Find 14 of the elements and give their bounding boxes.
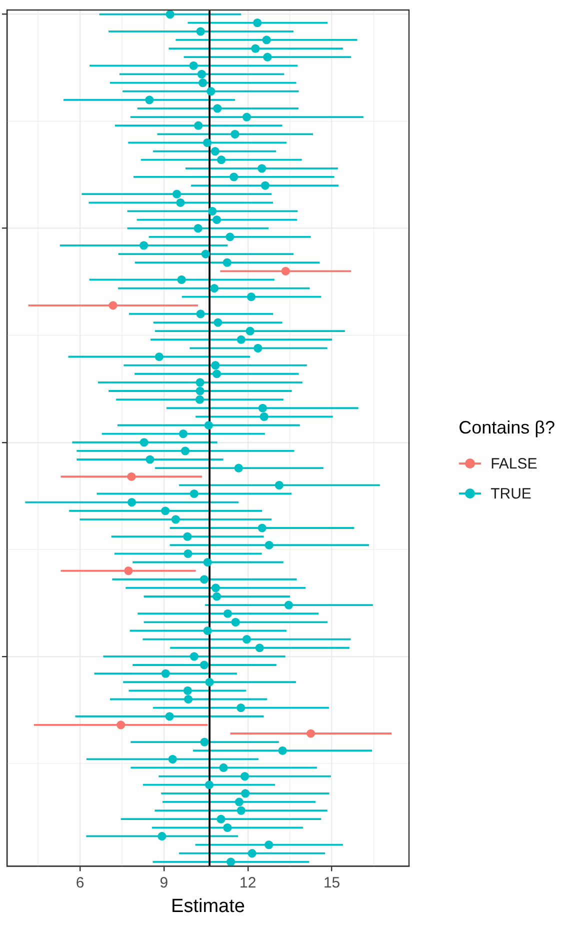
point bbox=[281, 266, 290, 276]
x-tick-label: 12 bbox=[240, 874, 256, 892]
point bbox=[116, 720, 126, 730]
x-tick-label: 9 bbox=[160, 874, 168, 892]
x-tick-label: 15 bbox=[323, 874, 340, 892]
legend-label: FALSE bbox=[490, 455, 538, 472]
x-tick-label: 6 bbox=[76, 874, 84, 892]
point bbox=[127, 472, 136, 481]
point bbox=[306, 729, 316, 738]
legend-title: Contains β? bbox=[458, 418, 555, 438]
point bbox=[108, 301, 118, 310]
legend-label: TRUE bbox=[490, 485, 532, 502]
point bbox=[124, 566, 133, 576]
x-axis-title: Estimate bbox=[171, 896, 245, 917]
